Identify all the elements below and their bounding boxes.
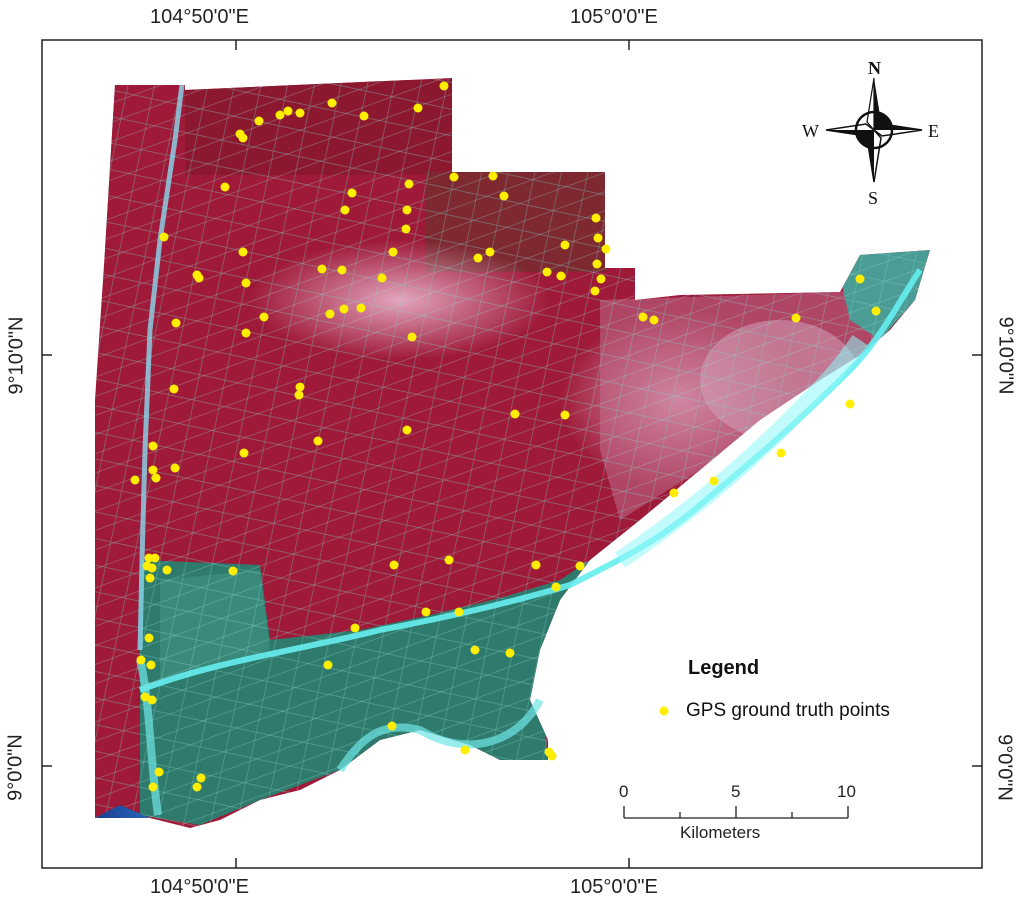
lat-label-left-lower: 9°0'0"N	[4, 734, 27, 801]
compass-west: W	[802, 121, 819, 141]
scale-bar	[623, 806, 849, 819]
coastline-west	[137, 84, 185, 651]
scale-tick-10: 10	[837, 782, 856, 801]
gps-points	[130, 81, 881, 792]
lon-label-bottom-left: 104°50'0"E	[150, 876, 249, 898]
scale-tick-0: 0	[619, 782, 628, 801]
legend-title: Legend	[688, 657, 760, 679]
lon-label-top-left: 104°50'0"E	[150, 6, 249, 28]
coastal-shallows	[136, 659, 544, 816]
compass-south: S	[868, 188, 878, 208]
lat-label-right-upper: 9°10'0"N	[994, 316, 1017, 395]
lat-label-right-lower: 9°0'0"N	[993, 734, 1016, 801]
legend-point-symbol	[659, 706, 669, 716]
scale-unit: Kilometers	[680, 823, 760, 842]
scale-tick-5: 5	[731, 782, 740, 801]
north-arrow: N S W E	[802, 58, 939, 208]
lat-label-left-upper: 9°10'0"N	[5, 316, 28, 395]
frame-ticks	[42, 40, 982, 868]
compass-east: E	[928, 121, 939, 141]
compass-north: N	[868, 58, 881, 78]
river-wide	[615, 334, 868, 568]
lon-label-top-right: 105°0'0"E	[570, 6, 658, 28]
legend-item-label: GPS ground truth points	[686, 700, 890, 721]
lon-label-bottom-right: 105°0'0"E	[570, 876, 658, 898]
